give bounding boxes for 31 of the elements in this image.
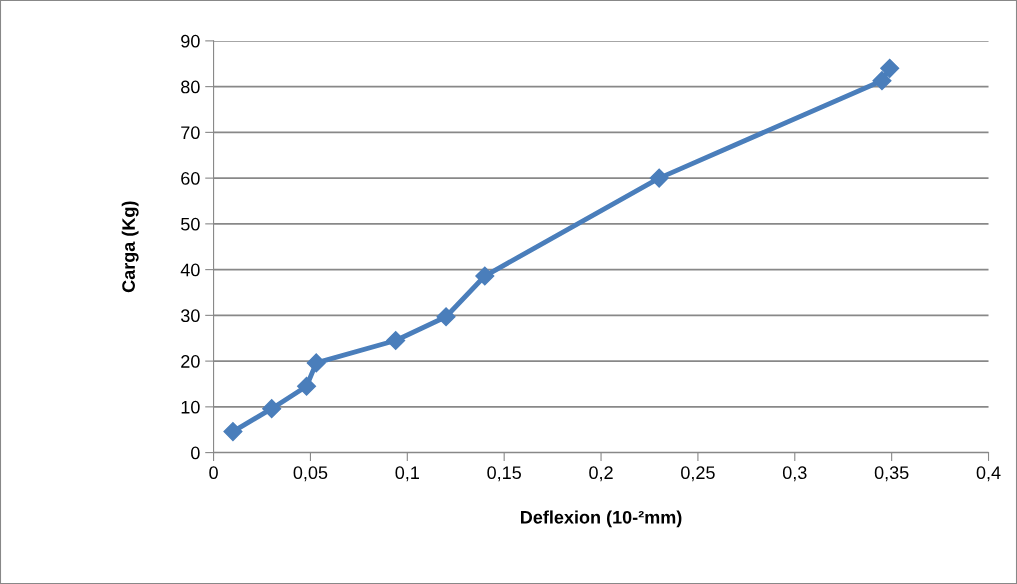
- point: [475, 266, 495, 286]
- point: [436, 307, 456, 327]
- x-tick-label: 0,3: [782, 466, 807, 482]
- x-axis-title: Deflexion (10-²mm): [521, 510, 682, 528]
- point: [306, 353, 326, 373]
- point: [262, 399, 282, 419]
- y-tick-label: 10: [181, 400, 200, 414]
- y-tick-label: 30: [180, 309, 200, 323]
- y-tick-label: 90: [181, 34, 200, 48]
- point: [297, 376, 317, 396]
- y-tick-label: 80: [181, 80, 200, 94]
- y-tick-label: 70: [181, 126, 200, 140]
- y-axis-title: Carga (Kg): [121, 201, 139, 293]
- x-tick-label: 0,1: [395, 466, 419, 482]
- y-tick-label: 50: [181, 217, 200, 231]
- point: [223, 422, 243, 442]
- y-tick-label: 40: [180, 263, 200, 277]
- y-tick-label: 0: [191, 446, 200, 460]
- x-tick-label: 0,35: [874, 466, 909, 482]
- y-tick-label: 60: [181, 172, 200, 185]
- y-tick-label: 20: [181, 355, 200, 368]
- point: [386, 330, 406, 351]
- point: [880, 58, 900, 78]
- x-tick-label: 0: [209, 466, 218, 480]
- x-tick-label: 0,25: [681, 466, 715, 482]
- point: [872, 71, 892, 91]
- x-tick-label: 0,4: [976, 466, 1001, 482]
- x-tick-label: 0,15: [487, 466, 521, 482]
- x-tick-label: 0,2: [589, 466, 613, 482]
- x-tick-label: 0,05: [293, 466, 328, 482]
- point: [649, 168, 669, 188]
